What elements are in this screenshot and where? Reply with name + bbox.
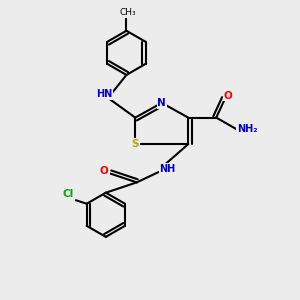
Text: CH₃: CH₃ <box>120 8 136 17</box>
Text: O: O <box>224 91 233 100</box>
Text: HN: HN <box>96 89 112 99</box>
Text: NH: NH <box>160 164 176 174</box>
Text: O: O <box>100 166 109 176</box>
Text: Cl: Cl <box>63 189 74 199</box>
Text: S: S <box>131 139 139 149</box>
Text: NH₂: NH₂ <box>237 124 257 134</box>
Text: N: N <box>158 98 166 108</box>
